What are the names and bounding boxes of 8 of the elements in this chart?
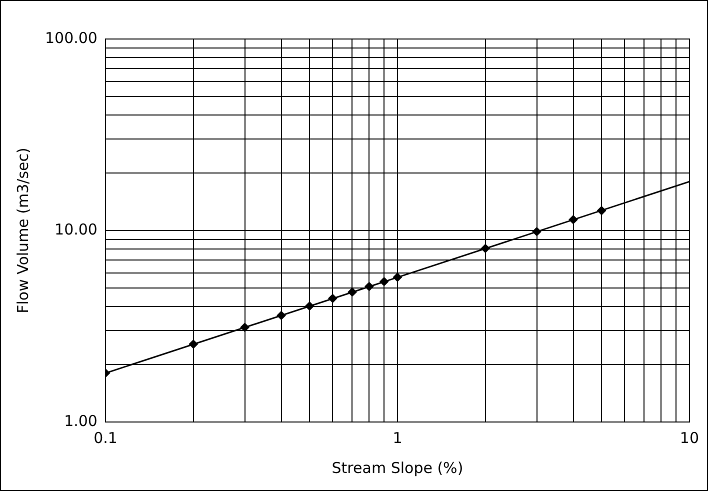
- x-tick-label: 1: [392, 428, 402, 447]
- x-tick-label: 10: [680, 428, 700, 447]
- y-axis-title: Flow Volume (m3/sec): [14, 148, 32, 314]
- y-tick-label: 1.00: [64, 412, 98, 430]
- y-tick-label: 100.00: [44, 28, 98, 47]
- x-axis-title: Stream Slope (%): [332, 458, 464, 477]
- y-tick-label: 10.00: [54, 220, 98, 238]
- x-tick-label: 0.1: [94, 428, 118, 447]
